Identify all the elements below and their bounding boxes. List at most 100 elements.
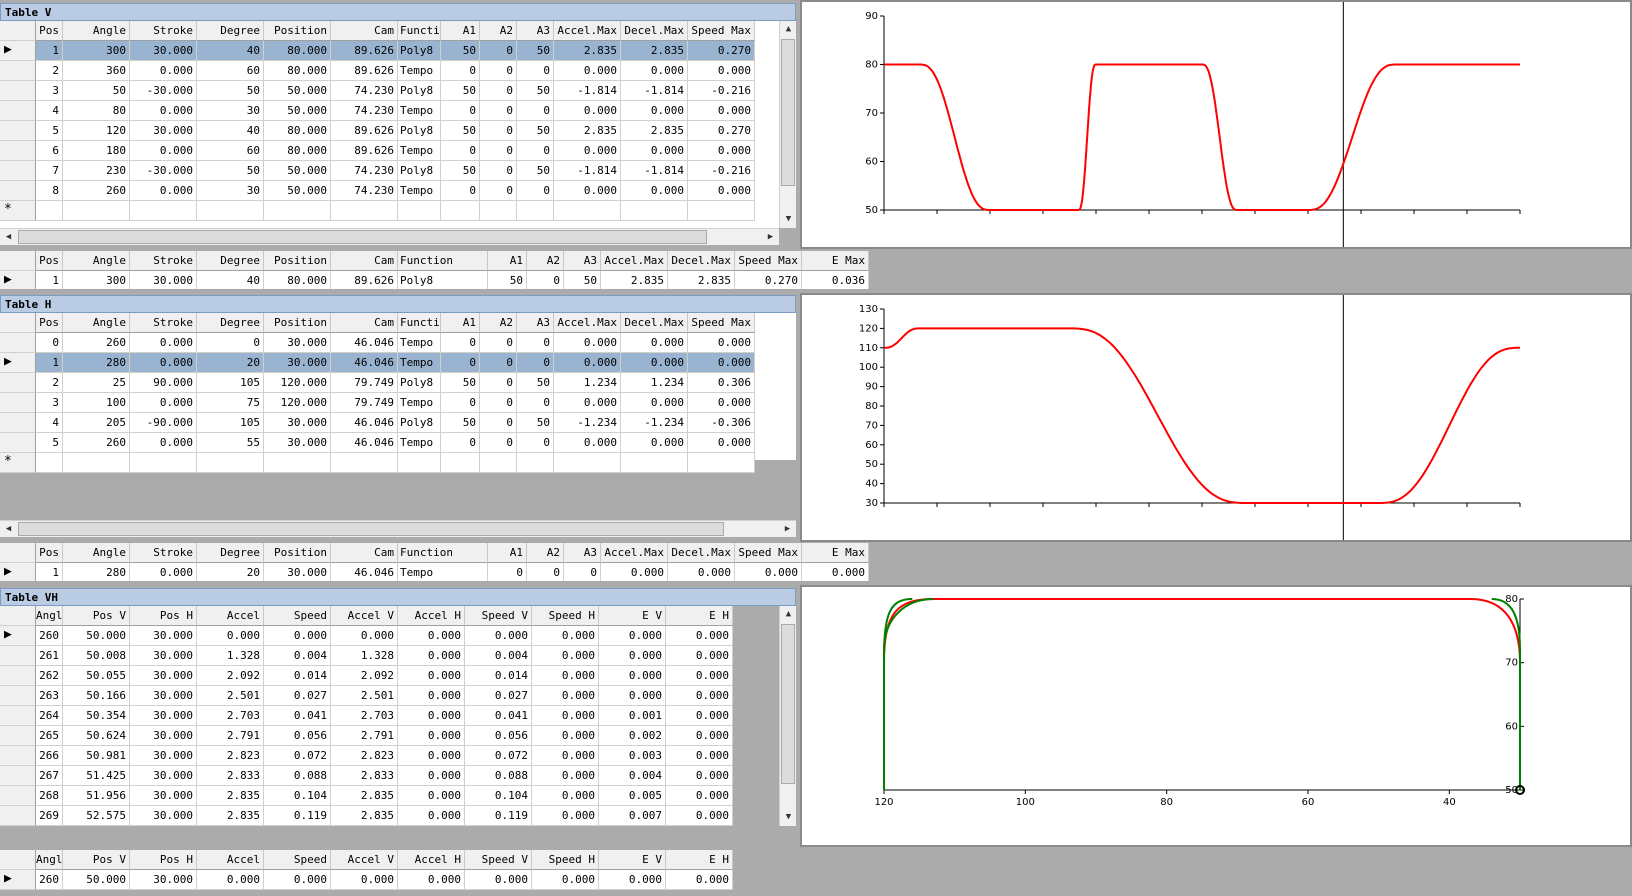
table-cell[interactable]: 0.000: [735, 563, 802, 581]
column-header[interactable]: Function: [398, 251, 488, 271]
table-row[interactable]: 7 230 -30.000 50 50.000 74.230 Poly8 50 0 50 -1.81…: [0, 161, 755, 181]
table-cell[interactable]: 0: [441, 353, 480, 373]
column-header[interactable]: Pos: [36, 251, 63, 271]
table-cell[interactable]: 0.000: [666, 626, 733, 646]
table-cell[interactable]: 50.000: [63, 870, 130, 890]
table-cell[interactable]: 0.000: [554, 333, 621, 353]
table-cell[interactable]: 80.000: [264, 121, 331, 141]
row-header[interactable]: [0, 101, 36, 121]
table-cell[interactable]: 2.835: [331, 806, 398, 826]
table-cell[interactable]: 30.000: [130, 726, 197, 746]
table-cell[interactable]: 2.703: [197, 706, 264, 726]
table-cell[interactable]: 0.004: [264, 646, 331, 666]
table-cell[interactable]: [517, 201, 554, 221]
column-header[interactable]: Pos V: [63, 606, 130, 626]
table-cell[interactable]: 280: [63, 563, 130, 581]
table-row[interactable]: ▶ 1 280 0.000 20 30.000 46.046 Tempo 0 0 0 0.000 0.0…: [0, 563, 869, 581]
corner-cell[interactable]: [0, 313, 36, 333]
column-header[interactable]: E H: [666, 850, 733, 870]
table-cell[interactable]: [197, 201, 264, 221]
table-cell[interactable]: 2: [36, 61, 63, 81]
table-cell[interactable]: 0: [441, 181, 480, 201]
table-cell[interactable]: 60: [197, 141, 264, 161]
table-cell[interactable]: 0: [517, 181, 554, 201]
table-row[interactable]: 263 50.166 30.000 2.501 0.027 2.501 0.000 0.027…: [0, 686, 733, 706]
table-cell[interactable]: 0.000: [532, 726, 599, 746]
table-cell[interactable]: [688, 201, 755, 221]
row-header[interactable]: [0, 646, 36, 666]
table-row[interactable]: 267 51.425 30.000 2.833 0.088 2.833 0.000 0.088…: [0, 766, 733, 786]
table-cell[interactable]: 50.008: [63, 646, 130, 666]
table-cell[interactable]: Poly8: [398, 413, 441, 433]
corner-cell[interactable]: [0, 606, 36, 626]
table-cell[interactable]: 0.000: [666, 746, 733, 766]
table-cell[interactable]: Poly8: [398, 271, 488, 289]
column-header[interactable]: A1: [441, 313, 480, 333]
column-header[interactable]: Pos: [36, 543, 63, 563]
scroll-left-button[interactable]: ◀: [5, 232, 12, 242]
table-row[interactable]: ▶ 1 300 30.000 40 80.000 89.626 Poly8 50 0 50 2.835…: [0, 41, 755, 61]
table-cell[interactable]: 4: [36, 101, 63, 121]
column-header[interactable]: A3: [517, 313, 554, 333]
table-cell[interactable]: 0.000: [398, 706, 465, 726]
row-header[interactable]: [0, 746, 36, 766]
scroll-thumb[interactable]: [781, 39, 795, 186]
table-cell[interactable]: 0: [480, 181, 517, 201]
table-cell[interactable]: 30.000: [130, 746, 197, 766]
table-row[interactable]: 262 50.055 30.000 2.092 0.014 2.092 0.000 0.014…: [0, 666, 733, 686]
column-header[interactable]: Angle: [63, 313, 130, 333]
table-cell[interactable]: 74.230: [331, 101, 398, 121]
table-cell[interactable]: 2.501: [197, 686, 264, 706]
table-cell[interactable]: [264, 201, 331, 221]
column-header[interactable]: E V: [599, 850, 666, 870]
scroll-down-button[interactable]: ▼: [785, 214, 792, 224]
row-header[interactable]: [0, 373, 36, 393]
table-cell[interactable]: 80: [63, 101, 130, 121]
table-cell[interactable]: 0.000: [621, 393, 688, 413]
table-cell[interactable]: [517, 453, 554, 473]
column-header[interactable]: Accel.Max: [601, 251, 668, 271]
table-cell[interactable]: 0: [517, 101, 554, 121]
table-cell[interactable]: [63, 201, 130, 221]
new-row[interactable]: *: [0, 453, 755, 473]
table-cell[interactable]: 0: [480, 353, 517, 373]
table-cell[interactable]: 0.119: [465, 806, 532, 826]
table-h-grid[interactable]: PosAngleStrokeDegreePositionCamFunctionA…: [0, 313, 796, 538]
table-cell[interactable]: 0.072: [264, 746, 331, 766]
table-row[interactable]: ▶ 1 300 30.000 40 80.000 89.626 Poly8 50 0 50 2.835…: [0, 271, 869, 289]
table-cell[interactable]: 0: [480, 373, 517, 393]
table-cell[interactable]: Tempo: [398, 563, 488, 581]
table-cell[interactable]: 0.000: [666, 666, 733, 686]
table-cell[interactable]: 0.000: [688, 393, 755, 413]
table-cell[interactable]: -1.234: [554, 413, 621, 433]
vertical-scrollbar[interactable]: ▲ ▼: [779, 606, 796, 826]
table-cell[interactable]: 2: [36, 373, 63, 393]
table-cell[interactable]: [480, 201, 517, 221]
column-header[interactable]: Degree: [197, 313, 264, 333]
table-cell[interactable]: 0.000: [532, 806, 599, 826]
vertical-scrollbar[interactable]: ▲ ▼: [779, 21, 796, 228]
table-cell[interactable]: 30.000: [264, 563, 331, 581]
table-cell[interactable]: 0: [564, 563, 601, 581]
table-cell[interactable]: 20: [197, 353, 264, 373]
table-cell[interactable]: 0.014: [465, 666, 532, 686]
table-cell[interactable]: 0.088: [264, 766, 331, 786]
table-cell[interactable]: 0.004: [465, 646, 532, 666]
table-cell[interactable]: 79.749: [331, 373, 398, 393]
table-cell[interactable]: 0: [517, 61, 554, 81]
table-cell[interactable]: 260: [63, 433, 130, 453]
table-cell[interactable]: 0: [480, 61, 517, 81]
column-header[interactable]: Pos: [36, 313, 63, 333]
row-header[interactable]: ▶: [0, 353, 36, 373]
table-cell[interactable]: 0.000: [554, 101, 621, 121]
table-cell[interactable]: 0.000: [688, 353, 755, 373]
table-cell[interactable]: 105: [197, 373, 264, 393]
column-header[interactable]: A1: [488, 543, 527, 563]
column-header[interactable]: A1: [441, 21, 480, 41]
column-header[interactable]: Stroke: [130, 21, 197, 41]
table-cell[interactable]: 1.328: [331, 646, 398, 666]
table-cell[interactable]: 50: [197, 161, 264, 181]
table-cell[interactable]: 4: [36, 413, 63, 433]
table-cell[interactable]: 8: [36, 181, 63, 201]
table-cell[interactable]: 2.092: [197, 666, 264, 686]
